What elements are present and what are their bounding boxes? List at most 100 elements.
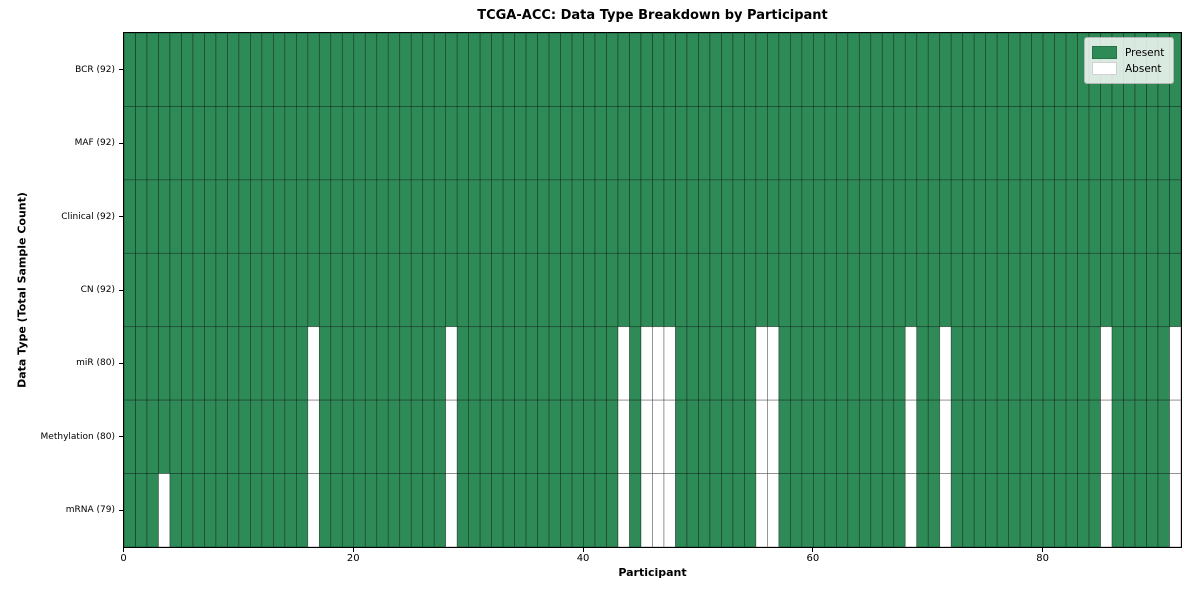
heatmap-cell	[698, 326, 711, 401]
heatmap-cell	[870, 326, 883, 401]
heatmap-cell	[916, 252, 929, 328]
heatmap-cell	[950, 326, 964, 401]
heatmap-cell	[1123, 106, 1136, 181]
heatmap-cell	[1169, 179, 1181, 254]
y-tick-mark	[119, 216, 123, 218]
heatmap-cell	[1169, 473, 1181, 547]
heatmap-cell	[537, 179, 550, 254]
legend-entry-present: Present	[1092, 46, 1164, 59]
heatmap-cell	[445, 33, 458, 107]
heatmap-cell	[801, 33, 814, 107]
heatmap-cell	[790, 106, 803, 181]
heatmap-cell	[996, 473, 1010, 547]
heatmap-cell	[1031, 399, 1044, 474]
heatmap-cell	[870, 399, 883, 474]
heatmap-cell	[169, 252, 182, 328]
heatmap-cell	[169, 473, 182, 547]
heatmap-cell	[1008, 399, 1021, 474]
heatmap-cell	[583, 473, 596, 547]
heatmap-cell	[410, 399, 424, 474]
heatmap-cell	[307, 179, 320, 254]
x-tick-label: 60	[806, 553, 820, 564]
heatmap-cell	[181, 473, 194, 547]
heatmap-cell	[755, 473, 768, 547]
heatmap-cell	[318, 326, 332, 401]
heatmap-cell	[962, 179, 975, 254]
heatmap-cell	[456, 106, 470, 181]
heatmap-cell	[652, 473, 665, 547]
heatmap-cell	[422, 399, 435, 474]
heatmap-cell	[204, 252, 217, 328]
heatmap-cell	[307, 326, 320, 401]
heatmap-cell	[629, 399, 642, 474]
heatmap-cell	[422, 33, 435, 107]
heatmap-cell	[732, 326, 745, 401]
present-swatch-icon	[1092, 46, 1117, 59]
y-tick-mark	[119, 362, 123, 364]
heatmap-cell	[364, 252, 378, 328]
heatmap-cell	[663, 33, 676, 107]
heatmap-cell	[341, 252, 355, 328]
heatmap-cell	[571, 399, 584, 474]
heatmap-cell	[870, 473, 883, 547]
heatmap-cell	[1088, 399, 1101, 474]
heatmap-cell	[158, 179, 171, 254]
heatmap-cell	[341, 326, 355, 401]
heatmap-cell	[307, 399, 320, 474]
heatmap-cell	[364, 179, 378, 254]
heatmap-cell	[491, 33, 504, 107]
heatmap-cell	[158, 33, 171, 107]
heatmap-cell	[250, 252, 263, 328]
heatmap-cell	[560, 473, 573, 547]
heatmap-cell	[847, 326, 860, 401]
heatmap-cell	[790, 179, 803, 254]
heatmap-cell	[192, 106, 205, 181]
heatmap-cell	[146, 33, 159, 107]
y-tick-label: Methylation (80)	[40, 431, 115, 442]
heatmap-cell	[1031, 473, 1044, 547]
heatmap-cell	[778, 179, 791, 254]
heatmap-cell	[709, 473, 722, 547]
heatmap-cell	[238, 473, 251, 547]
heatmap-cell	[698, 106, 711, 181]
heatmap-cell	[916, 33, 929, 107]
heatmap-cell	[847, 399, 860, 474]
heatmap-cell	[950, 399, 964, 474]
heatmap-cell	[812, 252, 826, 328]
heatmap-cell	[996, 252, 1010, 328]
heatmap-cell	[1077, 252, 1090, 328]
heatmap-cell	[433, 106, 447, 181]
heatmap-cell	[433, 33, 447, 107]
heatmap-cell	[181, 399, 194, 474]
heatmap-cell	[135, 106, 148, 181]
heatmap-cell	[721, 33, 734, 107]
heatmap-cell	[1008, 473, 1021, 547]
y-tick-label: miR (80)	[76, 358, 115, 369]
heatmap-cell	[433, 179, 447, 254]
heatmap-cell	[732, 473, 745, 547]
heatmap-cell	[652, 399, 665, 474]
heatmap-cell	[1042, 326, 1055, 401]
heatmap-cell	[376, 473, 389, 547]
heatmap-cell	[1019, 179, 1032, 254]
heatmap-cell	[606, 252, 619, 328]
heatmap-cell	[1123, 179, 1136, 254]
heatmap-cell	[640, 473, 653, 547]
heatmap-cell	[1169, 252, 1181, 328]
heatmap-cell	[445, 326, 458, 401]
heatmap-cell	[790, 326, 803, 401]
heatmap-cell	[445, 473, 458, 547]
heatmap-cell	[686, 33, 699, 107]
heatmap-cell	[1134, 399, 1147, 474]
heatmap-cell	[709, 399, 722, 474]
heatmap-cell	[399, 106, 412, 181]
heatmap-cell	[169, 399, 182, 474]
legend-label-present: Present	[1125, 46, 1165, 59]
heatmap-cell	[364, 106, 378, 181]
heatmap-cell	[675, 33, 688, 107]
chart-title: TCGA-ACC: Data Type Breakdown by Partici…	[477, 8, 828, 23]
heatmap-cell	[1123, 326, 1136, 401]
x-tick-mark	[812, 548, 814, 552]
heatmap-cell	[962, 106, 975, 181]
heatmap-cell	[571, 179, 584, 254]
